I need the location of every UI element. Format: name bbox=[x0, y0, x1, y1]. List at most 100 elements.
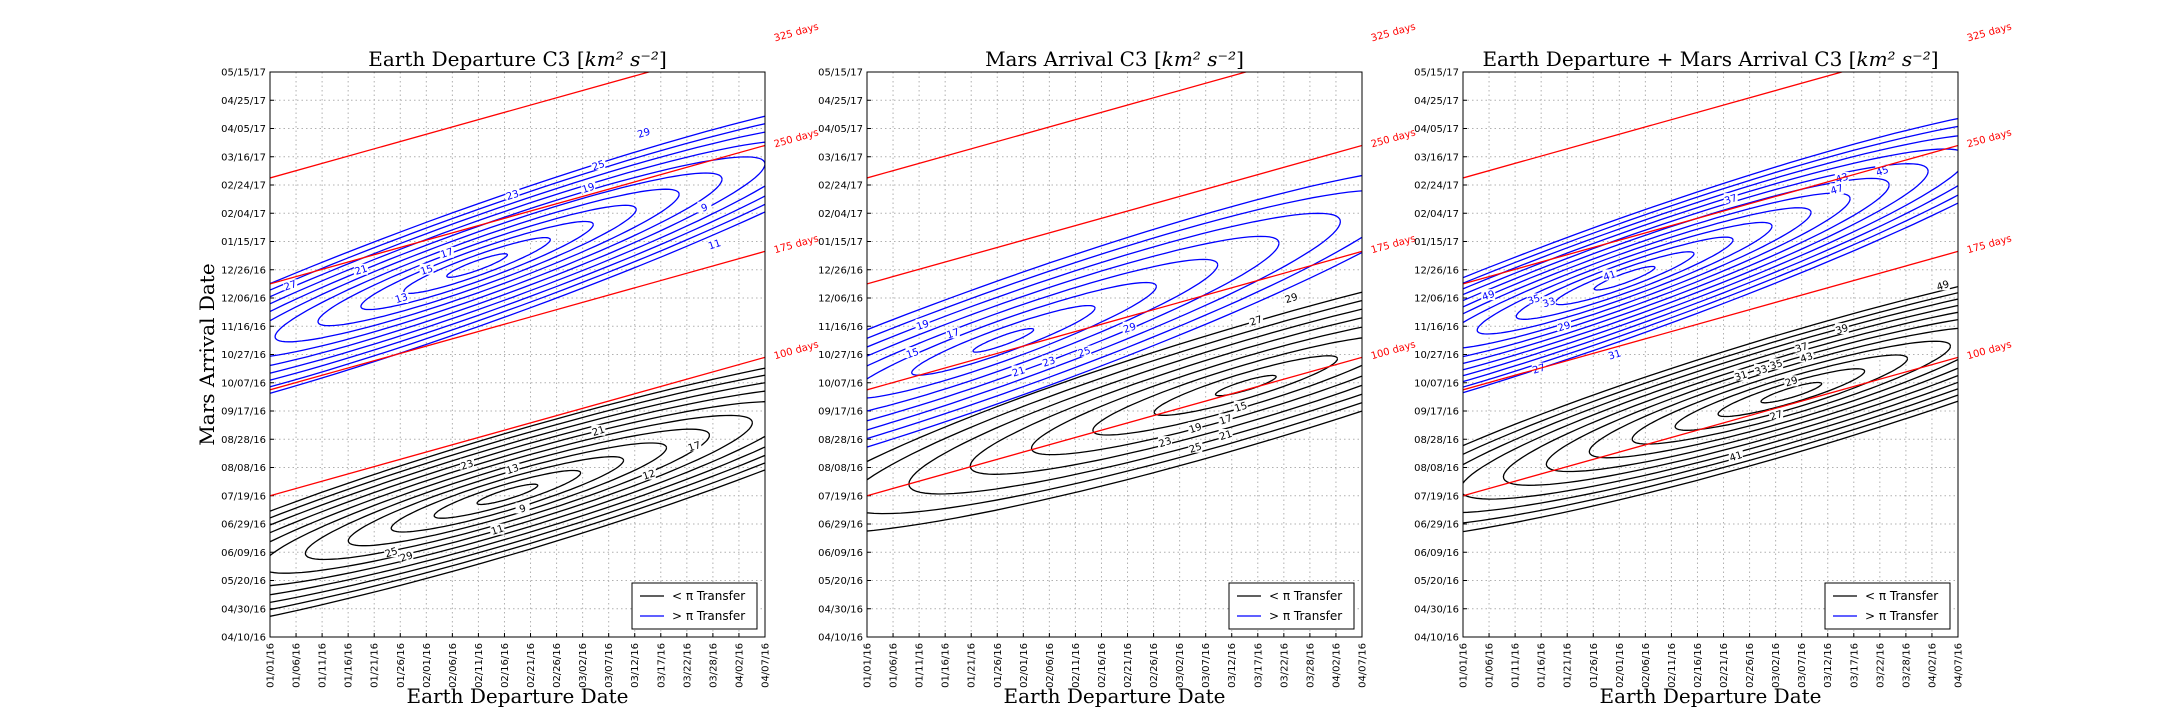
contour-label-bg bbox=[591, 159, 606, 171]
contour-label: 41 bbox=[1602, 269, 1618, 283]
legend-box bbox=[1228, 582, 1355, 630]
x-tick-label: 03/28/16 bbox=[708, 643, 719, 688]
tof-label: 100 days bbox=[1966, 339, 2013, 362]
contour-label-bg bbox=[1602, 269, 1617, 281]
title-text: Earth Departure + Mars Arrival C3 [ bbox=[1482, 47, 1856, 71]
contour-long bbox=[270, 156, 765, 367]
x-tick-label: 02/01/16 bbox=[1615, 643, 1626, 688]
contour-long bbox=[317, 204, 637, 327]
y-tick-label: 08/28/16 bbox=[818, 435, 863, 446]
contour-short bbox=[270, 367, 765, 617]
x-tick-label: 03/28/16 bbox=[1901, 643, 1912, 688]
title-units: km² s⁻² bbox=[1856, 47, 1930, 71]
contour-label-bg bbox=[394, 292, 409, 303]
x-tick-label: 04/02/16 bbox=[734, 643, 745, 688]
y-tick-label: 02/04/17 bbox=[1414, 209, 1459, 220]
contour-short bbox=[390, 456, 625, 533]
contour-label: 23 bbox=[1158, 436, 1174, 450]
contour-label-bg bbox=[1218, 429, 1233, 441]
x-tick-label: 01/11/16 bbox=[318, 643, 329, 688]
contour-label: 37 bbox=[1723, 193, 1739, 207]
y-tick-label: 08/28/16 bbox=[1414, 435, 1459, 446]
contour-label: 21 bbox=[1218, 429, 1234, 443]
tof-label: 325 days bbox=[1370, 21, 1417, 44]
tof-line bbox=[1463, 72, 1845, 179]
y-tick-label: 10/07/16 bbox=[221, 378, 266, 389]
contour-label-bg bbox=[591, 424, 606, 436]
panel-title: Earth Departure C3 [km² s⁻²] bbox=[368, 47, 667, 71]
tof-line bbox=[867, 250, 1362, 391]
contour-label-bg bbox=[1728, 450, 1743, 462]
axes-frame bbox=[866, 71, 1363, 638]
y-tick-label: 01/15/17 bbox=[818, 237, 863, 248]
y-tick-label: 08/08/16 bbox=[221, 463, 266, 474]
contour-label-bg bbox=[1541, 296, 1556, 308]
contour-label: 17 bbox=[687, 440, 703, 454]
contour-label-bg bbox=[515, 502, 530, 514]
legend: < π Transfer > π Transfer bbox=[1824, 582, 1951, 630]
x-tick-label: 01/26/16 bbox=[1589, 643, 1600, 688]
title-units: km² s⁻² bbox=[585, 47, 659, 71]
contour-label-bg bbox=[1733, 369, 1748, 381]
x-tick-label: 02/11/16 bbox=[1667, 643, 1678, 688]
contour-label-bg bbox=[490, 523, 505, 535]
contour-label: 29 bbox=[1122, 321, 1138, 335]
contour-label-bg bbox=[1218, 413, 1233, 425]
x-axis-label: Earth Departure Date bbox=[1599, 684, 1821, 708]
contour-short bbox=[867, 299, 1362, 515]
tof-label: 250 days bbox=[773, 127, 820, 150]
x-tick-label: 01/06/16 bbox=[292, 643, 303, 688]
y-tick-label: 08/08/16 bbox=[818, 463, 863, 474]
x-axis-label: Earth Departure Date bbox=[406, 684, 628, 708]
y-tick-label: 12/06/16 bbox=[818, 294, 863, 305]
contour-long bbox=[972, 327, 1035, 353]
x-tick-label: 03/17/16 bbox=[1253, 643, 1264, 688]
y-tick-label: 08/28/16 bbox=[221, 435, 266, 446]
tof-line bbox=[270, 72, 652, 179]
y-tick-label: 10/27/16 bbox=[818, 350, 863, 361]
contour-label-bg bbox=[1284, 292, 1299, 303]
y-tick-label: 06/29/16 bbox=[221, 520, 266, 531]
contour-long bbox=[270, 123, 765, 388]
y-tick-label: 06/09/16 bbox=[1414, 548, 1459, 559]
x-tick-label: 03/22/16 bbox=[1875, 643, 1886, 688]
contour-long bbox=[867, 235, 1280, 422]
y-tick-label: 04/05/17 bbox=[221, 124, 266, 135]
contour-label-bg bbox=[1829, 183, 1844, 195]
contour-short bbox=[969, 317, 1362, 475]
contour-short bbox=[1545, 318, 1958, 473]
contour-short bbox=[867, 291, 1362, 532]
contour-long bbox=[867, 190, 1362, 440]
contour-short bbox=[1502, 311, 1958, 486]
contour-label: 29 bbox=[399, 550, 415, 564]
contour-label: 19 bbox=[1188, 422, 1204, 436]
y-tick-label: 06/29/16 bbox=[818, 520, 863, 531]
y-tick-label: 10/07/16 bbox=[818, 378, 863, 389]
x-tick-label: 02/26/16 bbox=[1745, 643, 1756, 688]
contour-label: 17 bbox=[945, 327, 961, 341]
legend-label: > π Transfer bbox=[1269, 609, 1342, 623]
contour-label: 33 bbox=[1754, 364, 1770, 378]
contour-short bbox=[1717, 368, 1866, 418]
y-tick-label: 07/19/16 bbox=[221, 491, 266, 502]
contour-long bbox=[1476, 221, 1773, 335]
contour-long bbox=[1463, 125, 1958, 388]
x-tick-label: 03/17/16 bbox=[656, 643, 667, 688]
panel-3: 01/01/16 01/06/16 01/11/16 01/16/16 01/21/16… bbox=[1414, 21, 2013, 708]
contour-label: 15 bbox=[905, 347, 921, 361]
contour-label: 23 bbox=[460, 458, 476, 472]
x-tick-label: 01/06/16 bbox=[1485, 643, 1496, 688]
contour-short bbox=[347, 442, 668, 547]
tof-label: 100 days bbox=[773, 339, 820, 362]
contour-label-bg bbox=[945, 327, 960, 339]
contour-label: 27 bbox=[1248, 314, 1264, 328]
contour-label-bg bbox=[641, 468, 656, 480]
x-tick-label: 04/07/16 bbox=[1358, 643, 1369, 688]
axes-frame bbox=[269, 71, 766, 638]
contour-label: 25 bbox=[1188, 441, 1204, 455]
y-tick-label: 06/09/16 bbox=[221, 548, 266, 559]
contour-label-bg bbox=[707, 238, 722, 250]
contour-label-bg bbox=[581, 181, 596, 193]
contour-short bbox=[476, 483, 539, 506]
x-tick-label: 03/07/16 bbox=[1797, 643, 1808, 688]
